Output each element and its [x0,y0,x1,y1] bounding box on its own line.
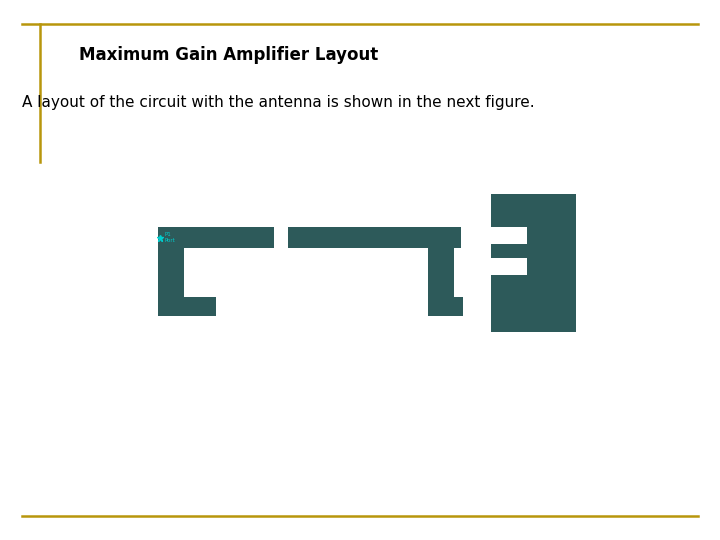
Bar [428,297,463,316]
Bar [158,297,216,316]
Bar [288,227,461,248]
Bar [491,258,527,275]
Bar [428,227,454,316]
Bar [158,227,274,248]
Bar [491,194,576,332]
Text: A layout of the circuit with the antenna is shown in the next figure.: A layout of the circuit with the antenna… [22,94,534,110]
Bar [491,227,527,244]
Text: P1
Port: P1 Port [164,232,175,243]
Bar [158,227,184,316]
Text: Maximum Gain Amplifier Layout: Maximum Gain Amplifier Layout [79,46,379,64]
